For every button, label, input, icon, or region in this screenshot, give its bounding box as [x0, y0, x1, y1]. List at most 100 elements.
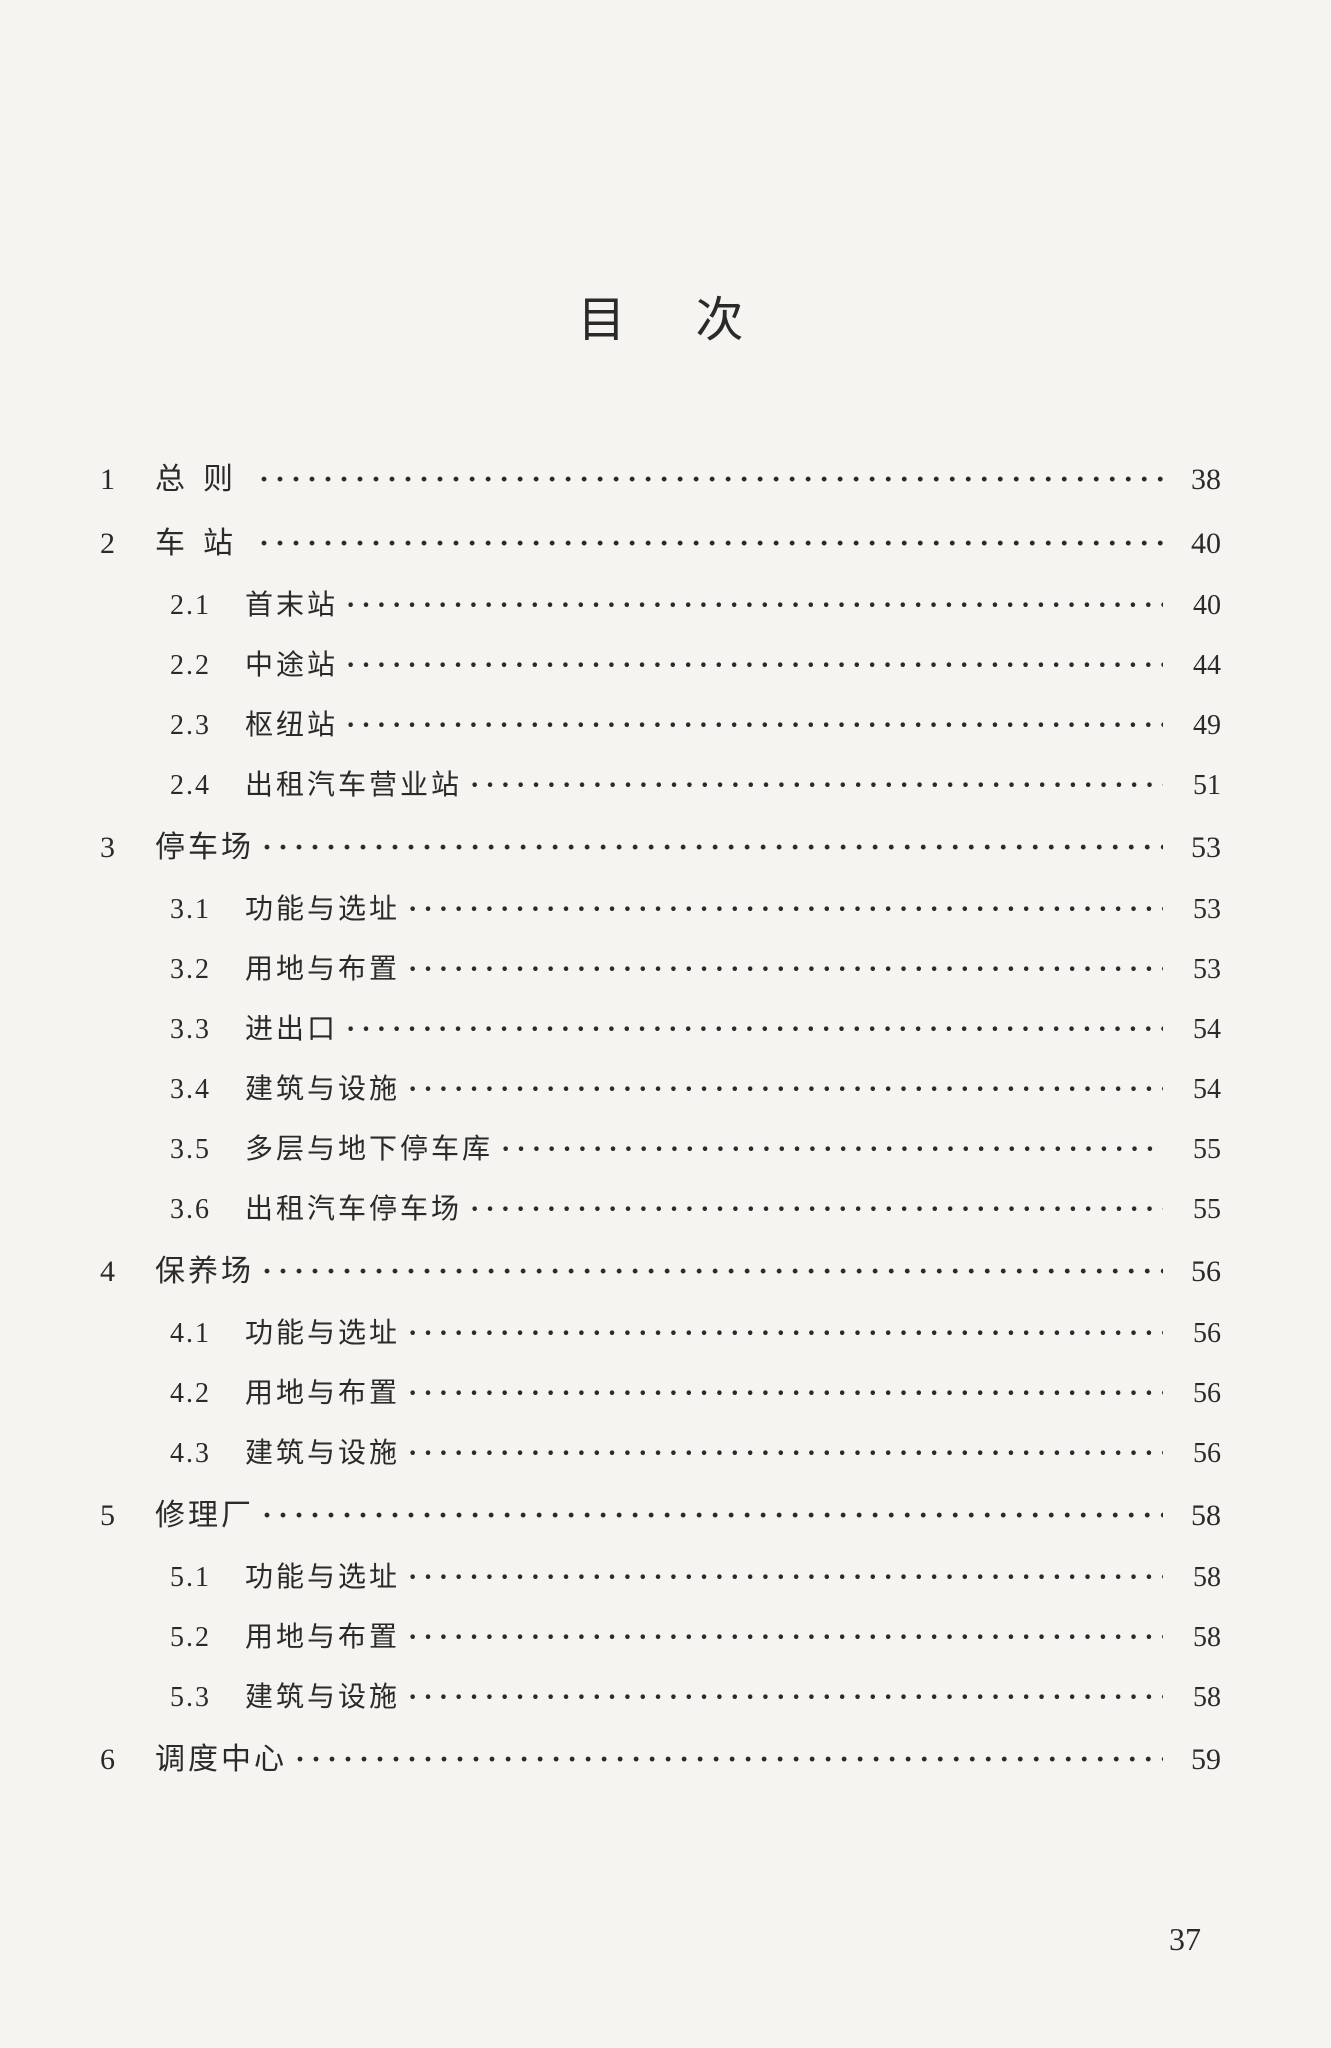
toc-page-number: 58	[1171, 1486, 1221, 1546]
toc-entry: 3停车场 53	[100, 818, 1221, 878]
section-number: 2.1	[170, 578, 245, 634]
toc-page-number: 38	[1171, 450, 1221, 510]
toc-page-number: 56	[1171, 1306, 1221, 1362]
toc-page-number: 55	[1171, 1122, 1221, 1178]
toc-page-number: 56	[1171, 1426, 1221, 1482]
section-number: 3.1	[170, 882, 245, 938]
section-number: 4.1	[170, 1306, 245, 1362]
toc-entry: 6调度中心 59	[100, 1730, 1221, 1790]
toc-entry: 5.3建筑与设施58	[100, 1670, 1221, 1726]
section-number: 3.6	[170, 1182, 245, 1238]
toc-title: 出租汽车营业站	[245, 758, 462, 814]
toc-page-number: 53	[1171, 942, 1221, 998]
toc-entry: 2.2中途站44	[100, 638, 1221, 694]
toc-leader-dots	[408, 1426, 1163, 1482]
toc-entry: 4.3建筑与设施 56	[100, 1426, 1221, 1482]
toc-title: 车站	[155, 514, 251, 574]
toc-title: 功能与选址	[245, 1550, 400, 1606]
toc-entry: 3.5多层与地下停车库 55	[100, 1122, 1221, 1178]
toc-entry: 5修理厂 58	[100, 1486, 1221, 1546]
section-number: 2.4	[170, 758, 245, 814]
toc-leader-dots	[470, 1182, 1163, 1238]
toc-page-number: 58	[1171, 1550, 1221, 1606]
chapter-number: 2	[100, 514, 155, 574]
toc-leader-dots	[346, 578, 1163, 634]
footer-page-number: 37	[1169, 1921, 1201, 1958]
toc-page-number: 54	[1171, 1062, 1221, 1118]
toc-entry: 5.1功能与选址 58	[100, 1550, 1221, 1606]
toc-page-number: 40	[1171, 514, 1221, 574]
toc-entry: 3.1功能与选址 53	[100, 882, 1221, 938]
toc-entry: 3.6出租汽车停车场 55	[100, 1182, 1221, 1238]
section-number: 5.1	[170, 1550, 245, 1606]
chapter-number: 4	[100, 1242, 155, 1302]
toc-entry: 3.2用地与布置53	[100, 942, 1221, 998]
toc-entry: 2.4出租汽车营业站 51	[100, 758, 1221, 814]
toc-leader-dots	[408, 1550, 1163, 1606]
toc-title: 功能与选址	[245, 1306, 400, 1362]
toc-page-number: 56	[1171, 1242, 1221, 1302]
toc-entry: 2.3枢纽站 49	[100, 698, 1221, 754]
toc-page-number: 49	[1171, 698, 1221, 754]
toc-page-number: 56	[1171, 1366, 1221, 1422]
toc-page-number: 40	[1171, 578, 1221, 634]
toc-entry: 2车站 40	[100, 514, 1221, 574]
section-number: 3.3	[170, 1002, 245, 1058]
toc-entry: 4.1功能与选址 56	[100, 1306, 1221, 1362]
toc-page-number: 55	[1171, 1182, 1221, 1238]
toc-title: 首末站	[245, 578, 338, 634]
section-number: 2.2	[170, 638, 245, 694]
toc-title: 停车场	[155, 818, 254, 878]
toc-leader-dots	[470, 758, 1163, 814]
toc-entry: 4.2用地与布置56	[100, 1366, 1221, 1422]
toc-title: 建筑与设施	[245, 1426, 400, 1482]
section-number: 3.2	[170, 942, 245, 998]
toc-leader-dots	[501, 1122, 1163, 1178]
toc-title: 用地与布置	[245, 1610, 400, 1666]
toc-title: 总则	[155, 450, 251, 510]
toc-title: 多层与地下停车库	[245, 1122, 493, 1178]
section-number: 4.2	[170, 1366, 245, 1422]
toc-leader-dots	[408, 1366, 1163, 1422]
toc-title: 建筑与设施	[245, 1670, 400, 1726]
toc-page-number: 58	[1171, 1610, 1221, 1666]
section-number: 4.3	[170, 1426, 245, 1482]
toc-leader-dots	[262, 1242, 1163, 1302]
toc-leader-dots	[262, 1486, 1163, 1546]
toc-page-number: 59	[1171, 1730, 1221, 1790]
toc-title: 枢纽站	[245, 698, 338, 754]
toc-title: 调度中心	[155, 1730, 287, 1790]
toc-leader-dots	[259, 450, 1163, 510]
toc-leader-dots	[408, 882, 1163, 938]
chapter-number: 3	[100, 818, 155, 878]
section-number: 3.4	[170, 1062, 245, 1118]
toc-page-number: 58	[1171, 1670, 1221, 1726]
section-number: 2.3	[170, 698, 245, 754]
toc-leader-dots	[295, 1730, 1163, 1790]
toc-leader-dots	[408, 1670, 1163, 1726]
toc-entry: 1总则38	[100, 450, 1221, 510]
toc-leader-dots	[346, 1002, 1163, 1058]
page-title: 目次	[100, 280, 1221, 350]
toc-page-number: 54	[1171, 1002, 1221, 1058]
section-number: 3.5	[170, 1122, 245, 1178]
toc-title: 功能与选址	[245, 882, 400, 938]
toc-leader-dots	[262, 818, 1163, 878]
chapter-number: 6	[100, 1730, 155, 1790]
toc-title: 修理厂	[155, 1486, 254, 1546]
toc-leader-dots	[408, 942, 1163, 998]
toc-page-number: 53	[1171, 818, 1221, 878]
toc-title: 建筑与设施	[245, 1062, 400, 1118]
section-number: 5.2	[170, 1610, 245, 1666]
toc-page-number: 53	[1171, 882, 1221, 938]
toc-leader-dots	[408, 1306, 1163, 1362]
toc-title: 出租汽车停车场	[245, 1182, 462, 1238]
toc-entry: 5.2用地与布置 58	[100, 1610, 1221, 1666]
toc-entry: 2.1首末站 40	[100, 578, 1221, 634]
toc-entry: 4保养场 56	[100, 1242, 1221, 1302]
chapter-number: 5	[100, 1486, 155, 1546]
toc-page-number: 51	[1171, 758, 1221, 814]
table-of-contents: 1总则382车站402.1首末站402.2中途站442.3枢纽站492.4出租汽…	[100, 450, 1221, 1790]
toc-leader-dots	[346, 698, 1163, 754]
toc-title: 保养场	[155, 1242, 254, 1302]
